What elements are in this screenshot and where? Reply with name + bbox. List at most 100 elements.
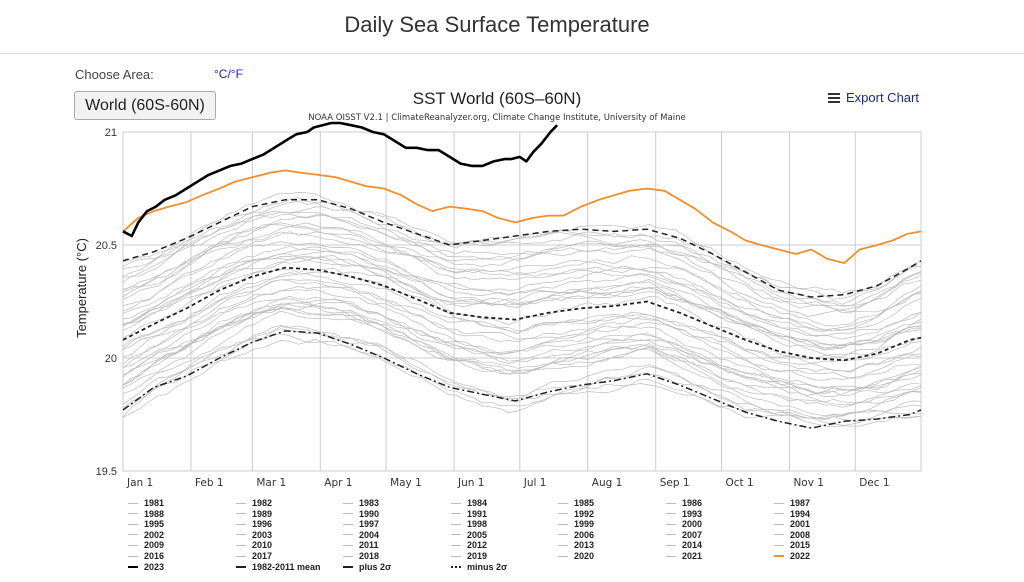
legend-item[interactable]: 1983 xyxy=(343,498,379,508)
legend-swatch xyxy=(128,555,138,557)
legend-swatch xyxy=(666,502,676,504)
legend-item[interactable]: 2006 xyxy=(558,530,594,540)
legend-item[interactable]: 1985 xyxy=(558,498,594,508)
legend-swatch xyxy=(343,513,353,515)
legend-swatch xyxy=(128,513,138,515)
legend-item[interactable]: 2016 xyxy=(128,551,164,561)
legend-label: 2017 xyxy=(252,551,273,561)
historic-year-line xyxy=(122,298,922,394)
historic-year-line xyxy=(122,286,922,379)
legend-swatch xyxy=(558,502,568,504)
legend-label: 1986 xyxy=(682,498,703,508)
legend-item[interactable]: 2001 xyxy=(774,519,810,529)
legend-swatch xyxy=(128,523,138,525)
legend-item[interactable]: 2002 xyxy=(128,530,164,540)
export-chart-button[interactable]: Export Chart xyxy=(828,90,919,105)
legend-label: 2005 xyxy=(467,529,488,540)
legend-swatch xyxy=(774,502,784,504)
historic-year-line xyxy=(122,279,922,365)
legend-item[interactable]: 1986 xyxy=(666,498,702,508)
legend-swatch xyxy=(451,555,461,557)
legend-label: 1994 xyxy=(790,508,811,519)
historic-year-line xyxy=(122,302,922,404)
legend-item[interactable]: 2003 xyxy=(236,530,272,540)
legend-item[interactable]: 1981 xyxy=(128,498,164,508)
historic-year-lines xyxy=(122,192,922,428)
legend-item[interactable]: 2017 xyxy=(236,551,272,561)
legend-item[interactable]: 1989 xyxy=(236,509,272,519)
legend-item[interactable]: 1998 xyxy=(451,519,487,529)
legend-item[interactable]: 2012 xyxy=(451,540,487,550)
axis-ticks: 19.5 20 20.5 21 Jan 1 Feb 1 Mar 1 Apr 1 May 1 Jun… xyxy=(96,127,890,489)
legend-item[interactable]: 2005 xyxy=(451,530,487,540)
legend-item[interactable]: 1992 xyxy=(558,509,594,519)
historic-year-line xyxy=(122,326,922,423)
legend-item[interactable]: plus 2σ xyxy=(343,562,391,572)
legend-label: 2004 xyxy=(359,529,380,540)
legend-swatch xyxy=(774,544,784,546)
sst-line-chart: SST World (60S–60N) NOAA OISST V2.1 | Cl… xyxy=(74,89,922,489)
legend-label: 2011 xyxy=(359,540,379,551)
export-chart-label: Export Chart xyxy=(846,90,919,105)
hamburger-menu-icon xyxy=(828,92,840,103)
area-select-button[interactable]: World (60S-60N) xyxy=(74,91,216,120)
legend-label: 2020 xyxy=(574,551,595,561)
legend-item[interactable]: 2004 xyxy=(343,530,379,540)
chart-subtitle: NOAA OISST V2.1 | ClimateReanalyzer.org,… xyxy=(308,113,685,123)
legend-item[interactable]: 2007 xyxy=(666,530,702,540)
legend-label: 2019 xyxy=(467,551,488,561)
legend-label: 2014 xyxy=(682,540,703,551)
legend-swatch xyxy=(666,513,676,515)
grid-lines xyxy=(122,131,922,472)
legend-swatch xyxy=(558,513,568,515)
legend-swatch xyxy=(343,565,353,568)
legend-label: 1985 xyxy=(574,498,595,508)
unit-toggle-link[interactable]: °C/°F xyxy=(214,67,243,81)
legend-label: 1997 xyxy=(359,519,380,530)
legend-item[interactable]: 1996 xyxy=(236,519,272,529)
legend-item[interactable]: 1995 xyxy=(128,519,164,529)
legend-label: 2015 xyxy=(790,540,811,551)
historic-year-line xyxy=(122,226,922,331)
legend-item[interactable]: 2008 xyxy=(774,530,810,540)
legend-label: 1982 xyxy=(252,498,273,508)
legend-item[interactable]: 1994 xyxy=(774,509,810,519)
legend-item[interactable]: 1999 xyxy=(558,519,594,529)
legend-item[interactable]: 2022 xyxy=(774,551,810,561)
x-tick-label: Dec 1 xyxy=(859,477,889,489)
legend-item[interactable]: 1982-2011 mean xyxy=(236,562,321,572)
historic-year-line xyxy=(122,245,922,347)
legend-item[interactable]: 1984 xyxy=(451,498,487,508)
legend-item[interactable]: 1993 xyxy=(666,509,702,519)
historic-year-line xyxy=(122,200,922,305)
legend-label: 2009 xyxy=(144,540,165,551)
legend-item[interactable]: 1987 xyxy=(774,498,810,508)
historic-year-line xyxy=(122,211,922,314)
legend-swatch xyxy=(236,534,246,536)
x-tick-label: Jul 1 xyxy=(523,477,547,489)
legend-item[interactable]: 2023 xyxy=(128,562,164,572)
legend-item[interactable]: minus 2σ xyxy=(451,562,507,572)
legend-item[interactable]: 2009 xyxy=(128,540,164,550)
legend-item[interactable]: 2015 xyxy=(774,540,810,550)
legend-item[interactable]: 1991 xyxy=(451,509,487,519)
legend-item[interactable]: 1982 xyxy=(236,498,272,508)
legend-label: 1998 xyxy=(467,519,488,530)
legend-swatch xyxy=(236,565,246,568)
legend-item[interactable]: 2000 xyxy=(666,519,702,529)
legend-label: plus 2σ xyxy=(359,561,392,572)
legend-item[interactable]: 2021 xyxy=(666,551,702,561)
historic-year-line xyxy=(122,253,922,349)
legend-item[interactable]: 2014 xyxy=(666,540,702,550)
legend-item[interactable]: 2019 xyxy=(451,551,487,561)
legend-item[interactable]: 2013 xyxy=(558,540,594,550)
legend-item[interactable]: 2010 xyxy=(236,540,272,550)
legend-item[interactable]: 1988 xyxy=(128,509,164,519)
legend-item[interactable]: 2018 xyxy=(343,551,379,561)
legend-item[interactable]: 2011 xyxy=(343,540,379,550)
legend-label: 1988 xyxy=(144,508,165,519)
legend-item[interactable]: 1997 xyxy=(343,519,379,529)
legend-item[interactable]: 1990 xyxy=(343,509,379,519)
legend-item[interactable]: 2020 xyxy=(558,551,594,561)
legend-swatch xyxy=(343,502,353,504)
